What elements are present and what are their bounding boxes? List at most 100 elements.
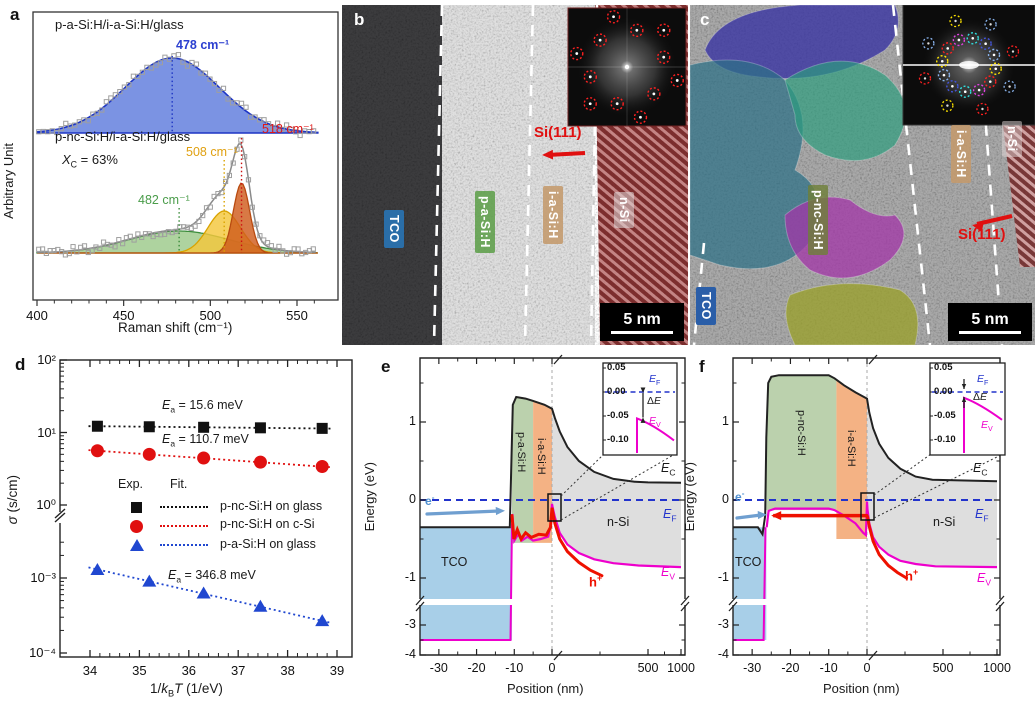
xlabel-T: T — [174, 681, 183, 696]
peak-518-label: 518 cm⁻¹ — [262, 122, 314, 136]
p-layer-label: p-nc-Si:H — [795, 410, 808, 456]
panel-label-c: c — [700, 10, 710, 29]
ef-label: EF — [975, 507, 989, 524]
tick-label: -4 — [404, 647, 416, 661]
inset-ev-label: EV — [981, 419, 993, 434]
xc-sub: C — [70, 159, 78, 170]
raman-x-axis-label: Raman shift (cm⁻¹) — [118, 320, 233, 335]
ea2-value: = 346.8 meV — [181, 568, 256, 582]
ev-label: EV — [661, 565, 675, 582]
legend-marker-triangle — [130, 539, 144, 551]
h-base: h — [589, 574, 597, 590]
tick-label: 10⁻³ — [30, 570, 56, 585]
p-nc-sih-region-label: p-nc-Si:H — [808, 185, 828, 256]
tem-c-svg — [690, 5, 1035, 345]
panel-e-band-diagram: e Energy (eV) Position (nm) p-a-Si:H i-a… — [355, 350, 700, 706]
tick-label: 500 — [932, 661, 954, 675]
ev-label: EV — [977, 571, 992, 588]
h-sup: + — [912, 567, 919, 577]
tick-label: -3 — [717, 617, 729, 631]
scale-bar: 5 nm — [948, 303, 1032, 341]
band-f-svg — [726, 354, 1007, 661]
e-sup: - — [741, 489, 745, 498]
tick-label: 0 — [722, 492, 729, 506]
electrons-label: e- — [735, 489, 745, 504]
band-e-svg — [413, 354, 692, 661]
tick-label: 10² — [37, 352, 56, 367]
panel-c-tem: c TCO p-nc-Si:H i-a-Si:H n-Si Si(111) 5 … — [690, 5, 1035, 345]
legend-label-3: p-a-Si:H on glass — [220, 537, 316, 551]
energy-y-axis-label: Energy (eV) — [362, 462, 377, 532]
scale-bar-line — [959, 330, 1021, 334]
ea0-value: = 15.6 meV — [175, 398, 243, 412]
ea-label-blue: Ea = 346.8 meV — [168, 568, 256, 585]
tick-label: -4 — [717, 647, 729, 661]
p-a-sih-region-label: p-a-Si:H — [475, 191, 495, 253]
e-base: e — [425, 494, 432, 508]
i-a-sih-region-label: i-a-Si:H — [951, 125, 971, 183]
scale-bar-text: 5 nm — [623, 310, 661, 328]
electrons-label: e- — [425, 493, 434, 508]
panel-b-tem: b TCO p-a-Si:H i-a-Si:H n-Si Si(111) 5 n… — [342, 5, 688, 345]
tick-label: 35 — [132, 663, 147, 678]
sigma-y-axis-label: σ (s/cm) — [5, 475, 21, 524]
panel-f-band-diagram: f Energy (eV) Position (nm) p-nc-Si:H i-… — [682, 350, 1035, 706]
legend-marker-circle — [130, 520, 143, 533]
ea1-value: = 110.7 meV — [175, 432, 249, 446]
legend-marker-square — [131, 502, 142, 513]
tick-label: -0.10 — [607, 434, 629, 445]
inset-ev-E: E — [981, 419, 989, 431]
tick-label: -0.05 — [607, 410, 629, 421]
delta-E: E — [980, 391, 988, 403]
tco-label: TCO — [441, 555, 468, 569]
raman-y-axis-label: Arbitrary Unit — [1, 143, 16, 219]
ec-E: E — [661, 461, 670, 475]
tco-region-label: TCO — [384, 210, 404, 248]
tick-label: 1 — [409, 414, 416, 428]
i-a-sih-region-label: i-a-Si:H — [543, 186, 563, 244]
legend-label-1: p-nc-Si:H on glass — [220, 499, 323, 513]
ef-sub: F — [671, 513, 677, 524]
spectrum-top-title: p-a-Si:H/i-a-Si:H/glass — [55, 17, 184, 32]
ev-E: E — [661, 565, 670, 579]
raman-plot-svg — [32, 11, 339, 306]
xc-symbol: X — [62, 152, 71, 167]
ef-E: E — [975, 507, 984, 521]
ea2-a: a — [176, 574, 182, 585]
xlabel-pre: 1/ — [150, 681, 162, 696]
sigma-units: (s/cm) — [5, 475, 20, 517]
tick-label: -1 — [404, 570, 416, 584]
xlabel-k: k — [161, 681, 169, 696]
ev-E: E — [977, 571, 986, 585]
tick-label: -0.10 — [934, 434, 956, 445]
tick-label: 1000 — [667, 661, 695, 675]
inset-ef-sub: F — [984, 379, 989, 388]
tick-label: 0.05 — [607, 362, 626, 373]
ec-E: E — [973, 461, 982, 475]
inset-ev-sub: V — [656, 421, 661, 430]
ef-E: E — [663, 507, 672, 521]
inset-ev-label: EV — [649, 415, 661, 430]
ev-sub: V — [985, 577, 992, 588]
inset-ef-E: E — [649, 373, 657, 385]
panel-label-f: f — [699, 357, 705, 376]
inset-ef-label: EF — [649, 373, 660, 388]
tick-label: 0.05 — [934, 362, 953, 373]
scale-bar-line — [611, 330, 673, 334]
delta-symbol: Δ — [647, 395, 655, 407]
legend-label-2: p-nc-Si:H on c-Si — [220, 517, 315, 531]
crystallinity-label: XC = 63% — [62, 152, 118, 170]
tick-label: 450 — [112, 308, 135, 323]
tick-label: 0 — [409, 492, 416, 506]
panel-label-d: d — [15, 355, 26, 374]
tick-label: 0.00 — [934, 386, 953, 397]
ea1-E: E — [162, 432, 171, 446]
xlabel-sub: B — [168, 688, 175, 699]
spectrum-bottom-title: p-nc-Si:H/i-a-Si:H/glass — [55, 129, 191, 144]
holes-label: h+ — [905, 567, 919, 584]
n-si-region-label: n-Si — [614, 192, 634, 228]
legend-line-red — [160, 525, 208, 527]
tick-label: 39 — [329, 663, 345, 678]
p-layer-label: p-a-Si:H — [515, 432, 528, 473]
inset-ef-label: EF — [977, 373, 989, 388]
